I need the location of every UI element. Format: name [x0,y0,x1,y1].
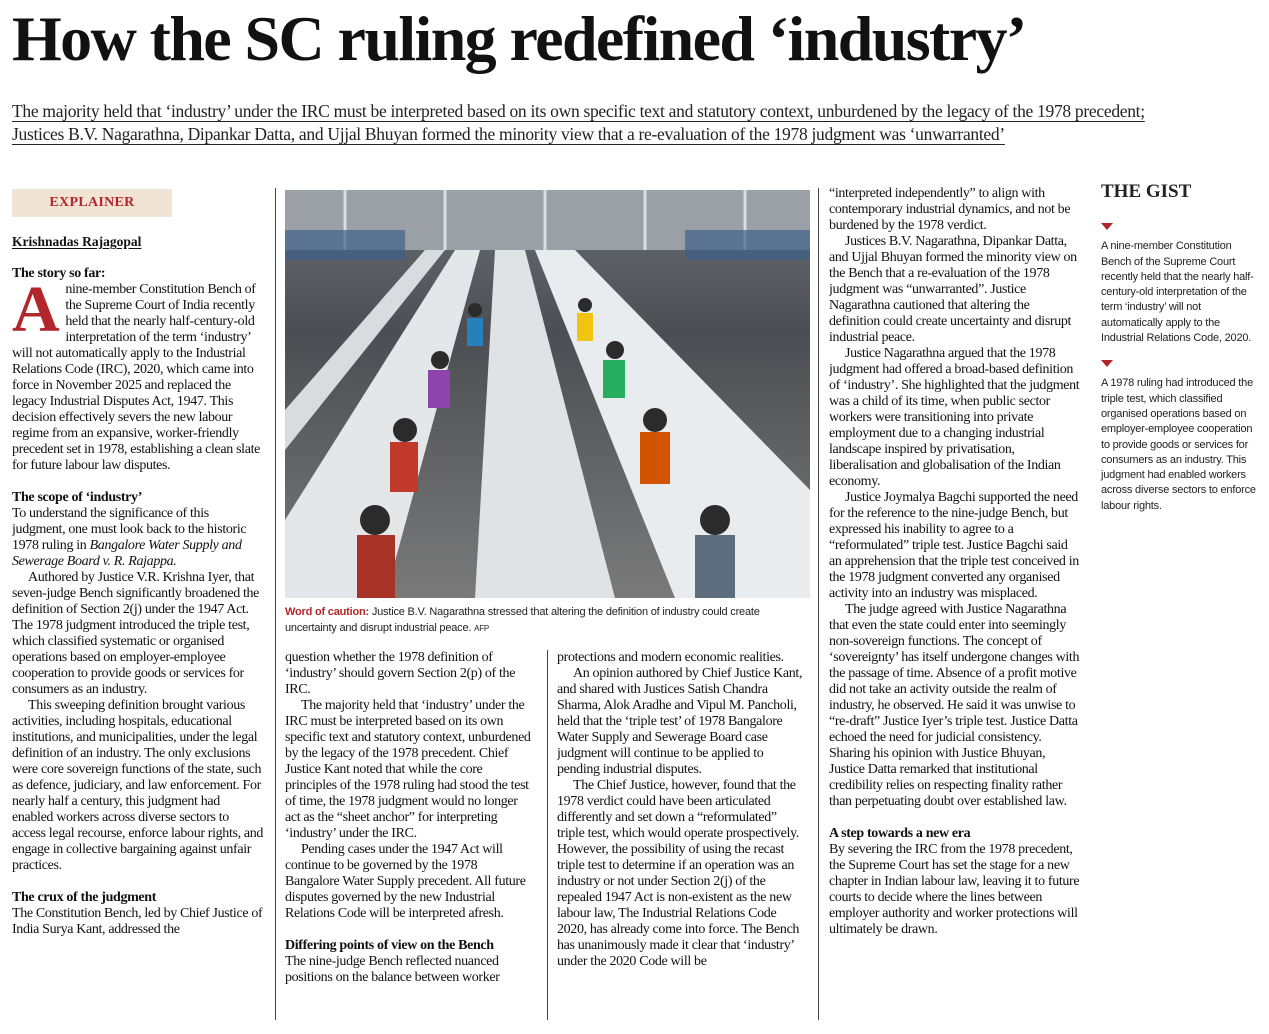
subheading: The crux of the judgment [12,890,157,905]
paragraph: Pending cases under the 1947 Act will co… [285,842,533,922]
paragraph: Justice Nagarathna argued that the 1978 … [829,346,1081,490]
paragraph-text: Justice Nagarathna argued that the 1978 … [829,346,1080,489]
subheading: A step towards a new era [829,826,971,841]
paragraph-text: The nine-judge Bench reflected nuanced p… [285,954,500,985]
paragraph: Authored by Justice V.R. Krishna Iyer, t… [12,570,264,698]
italic-text: Bangalore Water Supply and Sewerage Boar… [12,538,242,569]
bullet-marker [1101,223,1113,231]
paragraph-text: Authored by Justice V.R. Krishna Iyer, t… [12,570,260,697]
photo-caption: Word of caution: Justice B.V. Nagarathna… [285,604,810,637]
paragraph-text: By severing the IRC from the 1978 preced… [829,842,1080,937]
standfirst-text: The majority held that ‘industry’ under … [12,101,1145,144]
paragraph-text: An opinion authored by Chief Justice Kan… [557,666,803,777]
headline: How the SC ruling redefined ‘industry’ [12,3,1027,74]
gist-title: THE GIST [1101,181,1192,202]
gist-point: A 1978 ruling had introduced the triple … [1101,360,1263,514]
gist-text: A nine-member Constitution Bench of the … [1101,240,1254,345]
drop-cap: A [12,273,60,346]
gist-box: THE GIST A nine-member Constitution Benc… [1101,181,1263,528]
paragraph: To understand the significance of this j… [12,506,264,570]
paragraph: The majority held that ‘industry’ under … [285,698,533,842]
paragraph-text: To understand the significance of this j… [12,506,247,553]
paragraph-text: The majority held that ‘industry’ under … [285,698,531,841]
paragraph: question whether the 1978 definition of … [285,650,533,698]
subheading: Differing points of view on the Bench [285,938,494,953]
paragraph: Justices B.V. Nagarathna, Dipankar Datta… [829,234,1081,346]
caption-text: Justice B.V. Nagarathna stressed that al… [285,606,760,634]
paragraph-text: This sweeping definition brought various… [12,698,264,873]
column-rule [275,188,276,1020]
caption-lead: Word of caution: [285,606,369,618]
photo-credit: AFP [474,624,490,633]
paragraph-text: protections and modern economic realitie… [557,650,784,665]
paragraph-text: Pending cases under the 1947 Act will co… [285,842,526,921]
paragraph: The Chief Justice, however, found that t… [557,778,807,970]
column: “interpreted independently” to align wit… [829,186,1081,1026]
column: protections and modern economic realitie… [557,650,807,1026]
subheading: The scope of ‘industry’ [12,490,143,505]
paragraph-text: Justices B.V. Nagarathna, Dipankar Datta… [829,234,1077,345]
paragraph: An opinion authored by Chief Justice Kan… [557,666,807,778]
bullet-marker [1101,360,1113,368]
paragraph-text: Justice Joymalya Bagchi supported the ne… [829,490,1079,601]
subheading: The story so far: [12,266,106,281]
column-rule [818,188,819,1020]
gist-point: A nine-member Constitution Bench of the … [1101,223,1263,346]
paragraph: The nine-judge Bench reflected nuanced p… [285,954,533,986]
paragraph: Justice Joymalya Bagchi supported the ne… [829,490,1081,602]
paragraph-text: nine-member Constitution Bench of the Su… [12,282,260,473]
paragraph-text: question whether the 1978 definition of … [285,650,516,697]
paragraph: “interpreted independently” to align wit… [829,186,1081,234]
paragraph: The judge agreed with Justice Nagarathna… [829,602,1081,810]
byline: Krishnadas Rajagopal [12,234,142,249]
section-label: EXPLAINER [12,189,172,217]
paragraph-text: “interpreted independently” to align wit… [829,186,1071,233]
column: question whether the 1978 definition of … [285,650,533,1026]
standfirst: The majority held that ‘industry’ under … [12,100,1162,146]
paragraph-text: The judge agreed with Justice Nagarathna… [829,602,1080,809]
paragraph: This sweeping definition brought various… [12,698,264,874]
paragraph: By severing the IRC from the 1978 preced… [829,842,1081,938]
photo [285,190,810,598]
column-rule [547,650,548,1020]
paragraph-text: The Chief Justice, however, found that t… [557,778,800,969]
gist-text: A 1978 ruling had introduced the triple … [1101,377,1256,512]
paragraph: protections and modern economic realitie… [557,650,807,666]
paragraph-text: The Constitution Bench, led by Chief Jus… [12,906,263,937]
paragraph: The Constitution Bench, led by Chief Jus… [12,906,264,938]
